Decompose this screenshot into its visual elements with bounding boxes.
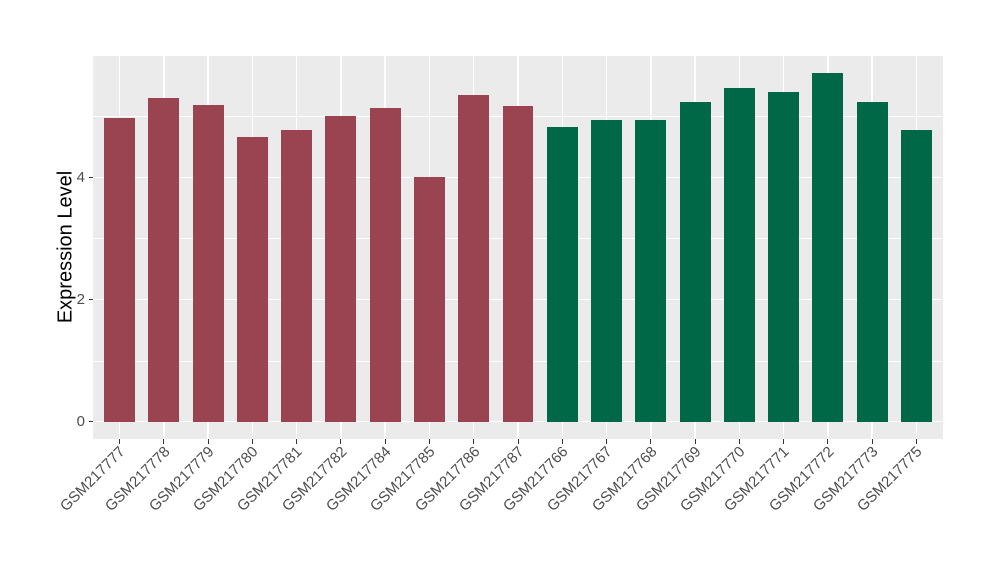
x-tick-mark [915,439,917,444]
bar-GSM217775 [900,129,932,422]
x-tick-mark [119,439,121,444]
bar-GSM217771 [768,91,800,422]
y-tick-mark [88,176,93,178]
x-tick-mark [207,439,209,444]
x-tick-mark [827,439,829,444]
bar-GSM217777 [104,118,136,422]
x-tick-mark [473,439,475,444]
bar-GSM217784 [369,107,401,422]
x-tick-mark [871,439,873,444]
y-tick-mark [88,298,93,300]
bar-GSM217781 [281,130,313,422]
x-tick-mark [650,439,652,444]
bar-GSM217778 [148,97,180,422]
x-tick-mark [251,439,253,444]
y-tick-mark [88,421,93,423]
x-tick-mark [694,439,696,444]
bar-GSM217770 [723,88,755,422]
x-tick-mark [606,439,608,444]
x-tick-mark [163,439,165,444]
bar-GSM217780 [236,136,268,422]
bar-GSM217785 [413,177,445,422]
bar-GSM217773 [856,102,888,422]
x-tick-mark [428,439,430,444]
bar-GSM217767 [591,119,623,422]
bar-GSM217787 [502,106,534,422]
x-tick-mark [296,439,298,444]
bar-GSM217769 [679,101,711,422]
bar-GSM217772 [812,73,844,422]
bar-GSM217766 [546,126,578,422]
bar-GSM217786 [458,95,490,422]
y-tick-label: 2 [76,290,85,308]
x-tick-mark [517,439,519,444]
y-tick-label: 0 [76,413,85,431]
bar-GSM217782 [325,116,357,422]
y-tick-label: 4 [76,168,85,186]
x-tick-mark [738,439,740,444]
plot-panel [93,56,943,439]
x-tick-mark [561,439,563,444]
bar-GSM217768 [635,119,667,422]
x-tick-mark [783,439,785,444]
x-tick-mark [340,439,342,444]
x-tick-mark [384,439,386,444]
bar-GSM217779 [192,104,224,422]
